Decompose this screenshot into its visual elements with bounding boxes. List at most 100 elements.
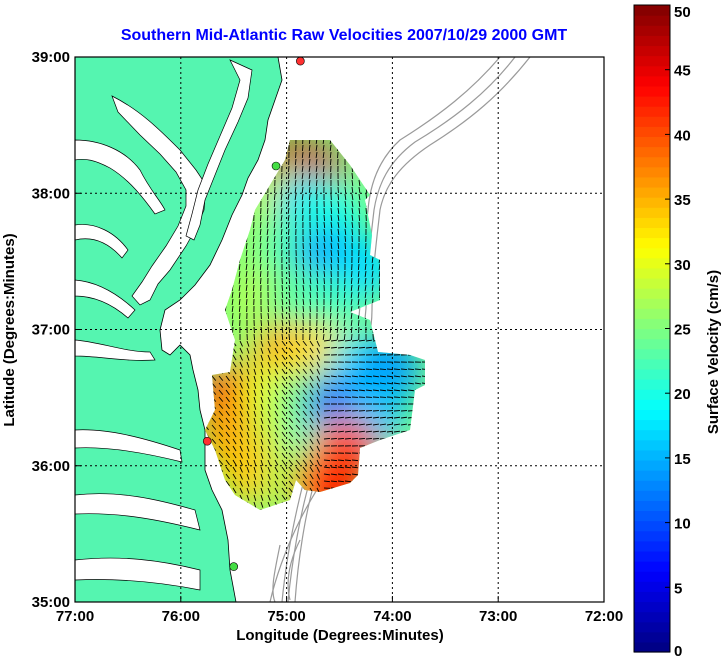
colorbar-tick-label: 0 — [674, 643, 682, 659]
colorbar-swatch — [634, 288, 670, 299]
colorbar-swatch — [634, 5, 670, 16]
x-tick-label: 75:00 — [267, 608, 305, 625]
colorbar-swatch — [634, 449, 670, 461]
colorbar-swatch — [634, 368, 670, 380]
colorbar-swatch — [634, 409, 670, 421]
colorbar-swatch — [634, 55, 670, 67]
colorbar-swatch — [634, 318, 670, 330]
colorbar-swatch — [634, 621, 670, 633]
x-axis: 77:00 76:00 75:00 74:00 73:00 72:00 — [56, 596, 623, 625]
colorbar-swatch — [634, 631, 670, 643]
x-tick-label: 72:00 — [585, 608, 623, 625]
y-tick-label: 36:00 — [32, 458, 70, 475]
colorbar-swatch — [634, 237, 670, 249]
chart-title: Southern Mid-Atlantic Raw Velocities 200… — [121, 27, 568, 44]
colorbar-swatch — [634, 65, 670, 77]
colorbar-swatch — [634, 348, 670, 360]
colorbar-swatch — [634, 106, 670, 117]
colorbar-swatch — [634, 591, 670, 603]
x-tick-label: 77:00 — [56, 608, 94, 625]
colorbar-swatch — [634, 379, 670, 390]
colorbar-swatch — [634, 530, 670, 542]
colorbar-tick-label: 15 — [674, 451, 691, 468]
grid-lines — [75, 57, 604, 602]
colorbar-swatch — [634, 247, 670, 259]
colorbar-swatch — [634, 116, 670, 127]
colorbar-tick-label: 10 — [674, 516, 691, 533]
colorbar-swatch — [634, 439, 670, 451]
colorbar-swatch — [634, 601, 670, 613]
colorbar-swatch — [634, 227, 670, 239]
colorbar-swatch — [634, 15, 670, 26]
colorbar-swatch — [634, 581, 670, 592]
colorbar-swatch — [634, 308, 670, 319]
x-tick-label: 76:00 — [162, 608, 200, 625]
colorbar-swatch — [634, 45, 670, 57]
colorbar-swatch — [634, 217, 670, 229]
x-axis-label: Longitude (Degrees:Minutes) — [236, 627, 444, 644]
colorbar-swatch — [634, 641, 670, 653]
colorbar-swatch — [634, 146, 670, 158]
colorbar-swatch — [634, 95, 670, 107]
colorbar-swatch — [634, 136, 670, 148]
colorbar-swatch — [634, 500, 670, 512]
colorbar-swatch — [634, 389, 670, 400]
colorbar-swatch — [634, 35, 670, 47]
radar-site-marker — [202, 436, 212, 446]
colorbar-swatch — [634, 176, 670, 188]
colorbar-swatch — [634, 328, 670, 340]
colorbar-swatch — [634, 520, 670, 532]
colorbar-swatch — [634, 429, 670, 441]
colorbar-swatch — [634, 540, 670, 552]
colorbar-tick-label: 40 — [674, 127, 691, 144]
colorbar-swatch — [634, 85, 670, 97]
y-axis: 35:00 36:00 37:00 38:00 39:00 — [32, 49, 81, 611]
colorbar: 0 5 10 15 20 25 30 35 40 45 50 — [633, 4, 691, 659]
colorbar-swatch — [634, 470, 670, 481]
colorbar-swatch — [634, 156, 670, 168]
colorbar-swatch — [634, 358, 670, 370]
colorbar-swatch — [634, 419, 670, 431]
radar-site-marker — [271, 161, 281, 171]
hf-radar-sites — [202, 57, 305, 571]
colorbar-label: Surface Velocity (cm/s) — [705, 270, 722, 434]
y-tick-label: 35:00 — [32, 594, 70, 611]
colorbar-tick-label: 45 — [674, 63, 691, 80]
colorbar-swatch — [634, 166, 670, 178]
colorbar-swatch — [634, 197, 670, 208]
radar-site-marker — [296, 57, 305, 66]
colorbar-swatch — [634, 25, 670, 36]
colorbar-swatch — [634, 399, 670, 410]
x-tick-label: 74:00 — [373, 608, 411, 625]
colorbar-swatch — [634, 611, 670, 623]
radar-site-marker — [229, 562, 238, 571]
colorbar-swatch — [634, 490, 670, 501]
colorbar-swatch — [634, 561, 670, 572]
colorbar-swatch — [634, 277, 670, 289]
colorbar-swatch — [634, 571, 670, 582]
colorbar-tick-label: 50 — [674, 4, 691, 21]
map-area — [75, 57, 604, 602]
colorbar-swatch — [634, 186, 670, 198]
colorbar-swatch — [634, 126, 670, 138]
colorbar-swatch — [634, 338, 670, 350]
colorbar-swatch — [634, 298, 670, 309]
colorbar-swatch — [634, 267, 670, 279]
y-tick-label: 39:00 — [32, 49, 70, 66]
colorbar-swatch — [634, 75, 670, 87]
colorbar-tick-label: 20 — [674, 386, 691, 403]
colorbar-swatch — [634, 550, 670, 562]
colorbar-swatch — [634, 510, 670, 522]
colorbar-tick-label: 30 — [674, 257, 691, 274]
colorbar-swatch — [634, 207, 670, 218]
colorbar-swatch — [634, 480, 670, 491]
colorbar-tick-label: 5 — [674, 580, 682, 597]
y-axis-label: Latitude (Degrees:Minutes) — [1, 233, 18, 426]
colorbar-swatch — [634, 257, 670, 269]
colorbar-swatch — [634, 459, 670, 471]
x-tick-label: 73:00 — [479, 608, 517, 625]
y-tick-label: 38:00 — [32, 185, 70, 202]
y-tick-label: 37:00 — [32, 322, 70, 339]
colorbar-tick-label: 35 — [674, 192, 691, 209]
